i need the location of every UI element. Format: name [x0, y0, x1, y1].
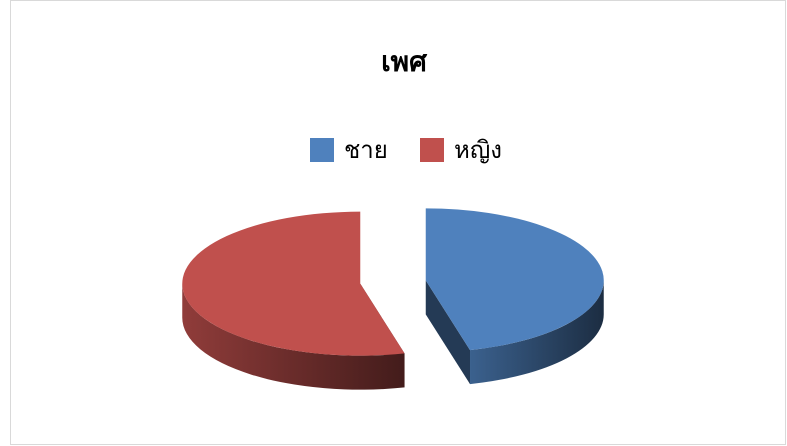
pie-slice: [425, 208, 604, 385]
legend-label: ชาย: [344, 136, 388, 164]
legend-swatch: [310, 138, 334, 162]
legend-label: หญิง: [454, 136, 502, 164]
slice-side: [470, 280, 604, 385]
chart-title: เพศ: [381, 45, 428, 78]
pie-slice: [182, 211, 405, 390]
slice-cut-face: [425, 280, 471, 385]
slice-top: [425, 208, 604, 351]
legend-swatch: [420, 138, 444, 162]
slice-top: [182, 211, 405, 356]
slice-side: [182, 283, 405, 390]
